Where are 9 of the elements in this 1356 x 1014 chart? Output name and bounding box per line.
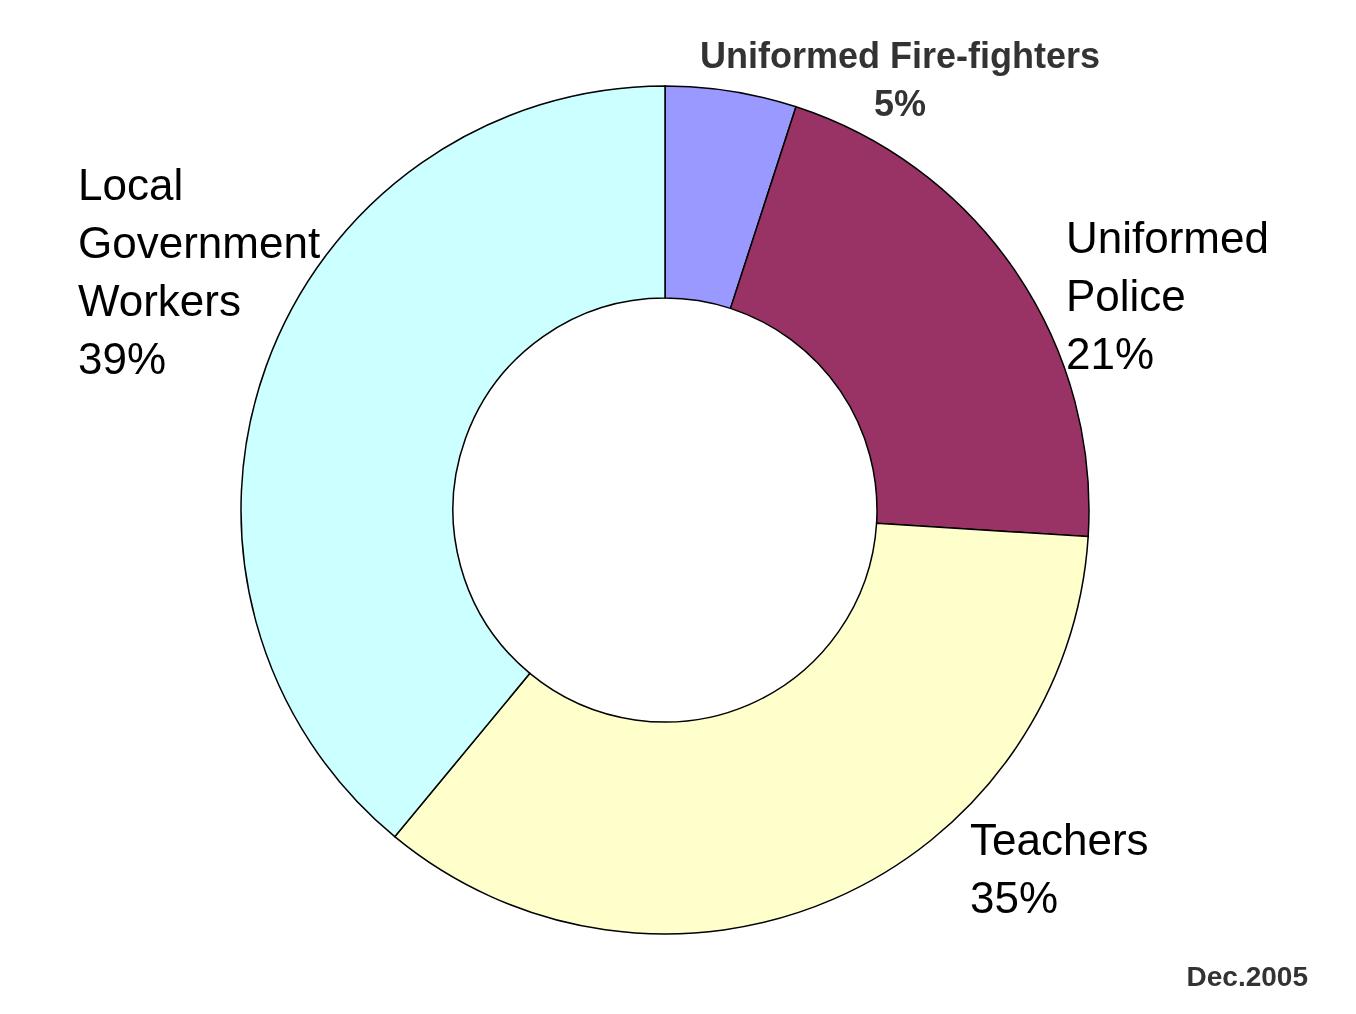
slice-label: Uniformed Fire-fighters (699, 35, 1101, 76)
data-label: 21% (1066, 329, 1155, 378)
text: Dec.2005 (1186, 961, 1308, 992)
slice-label: Uniformed Police (1066, 213, 1269, 320)
data-label: 39% (78, 334, 167, 383)
slice-label: Teachers (970, 815, 1149, 864)
data-label: 35% (970, 873, 1059, 922)
slice-label: Local Government Workers (78, 160, 321, 325)
data-label: 5% (873, 83, 927, 124)
